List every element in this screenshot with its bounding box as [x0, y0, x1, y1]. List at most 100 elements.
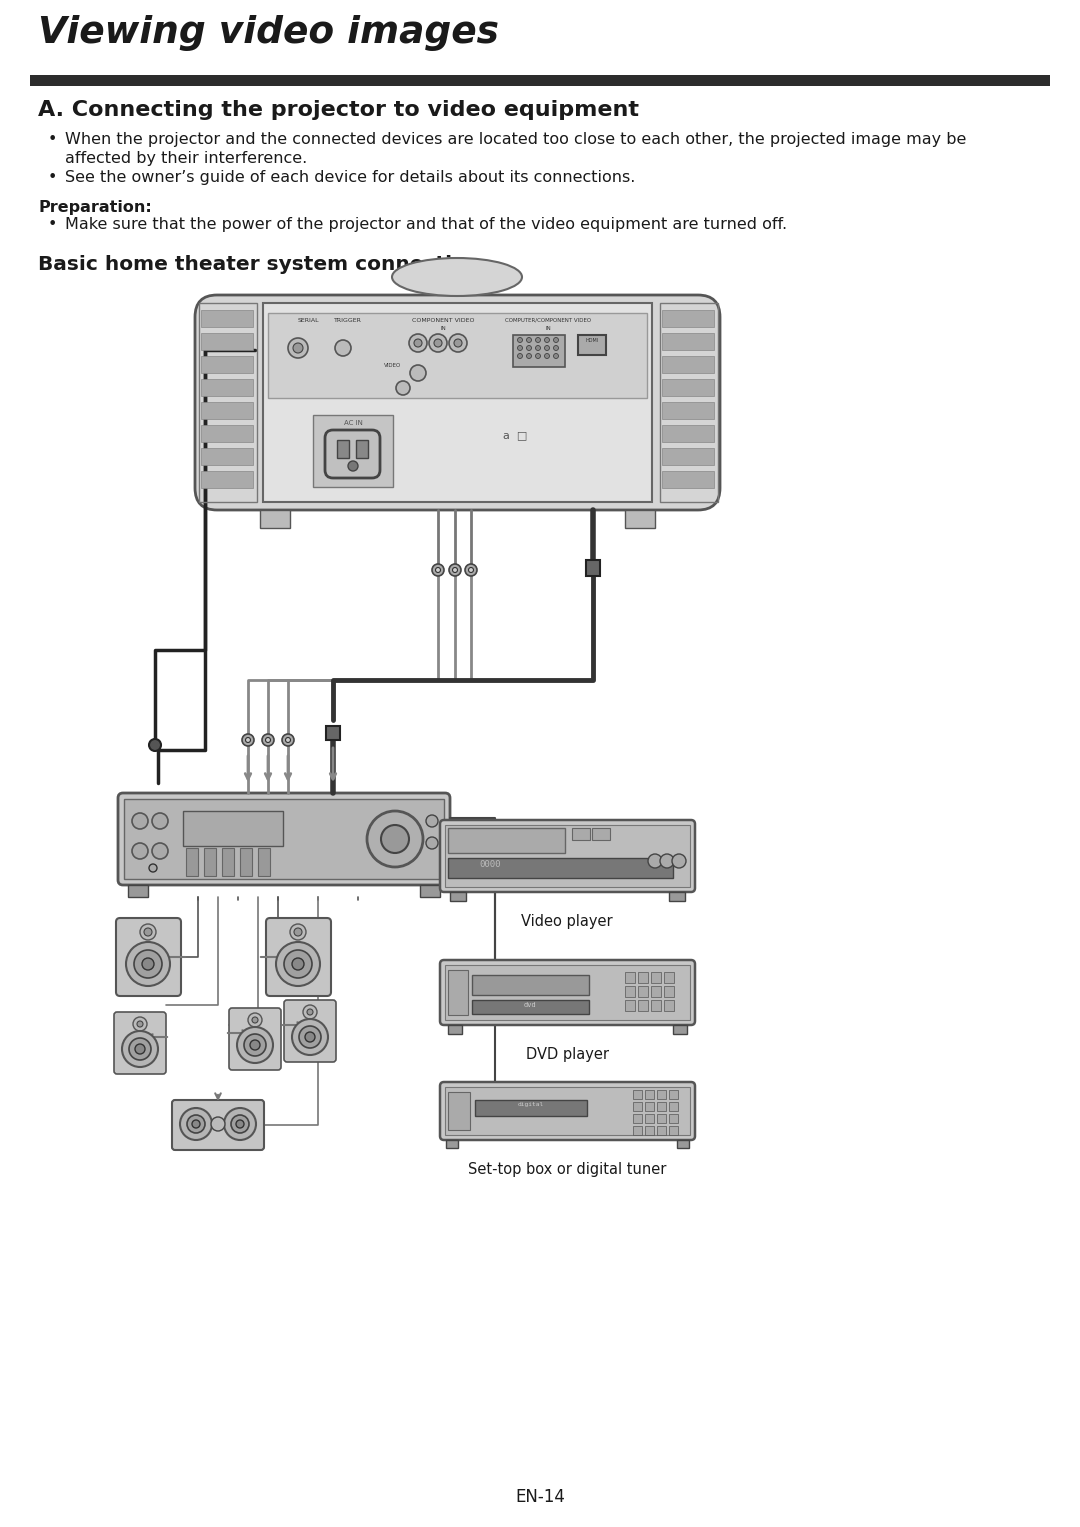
Text: a  □: a □ [503, 431, 527, 440]
Bar [657, 1115, 666, 1122]
Circle shape [237, 1119, 244, 1128]
Circle shape [192, 1119, 200, 1128]
Circle shape [245, 738, 251, 742]
Text: •: • [48, 169, 57, 185]
Bar [258, 847, 270, 876]
Bar [660, 302, 718, 502]
Bar [645, 1090, 654, 1099]
Circle shape [187, 1115, 205, 1133]
Bar [651, 973, 661, 983]
Bar [222, 847, 234, 876]
Text: Basic home theater system connection: Basic home theater system connection [38, 255, 481, 273]
Circle shape [469, 568, 473, 573]
Circle shape [126, 942, 170, 986]
Bar [326, 725, 340, 741]
Circle shape [449, 563, 461, 576]
Circle shape [305, 1032, 315, 1041]
Circle shape [527, 353, 531, 359]
Circle shape [544, 353, 550, 359]
FancyBboxPatch shape [266, 918, 330, 996]
Bar [448, 1025, 462, 1034]
Text: Video player: Video player [522, 915, 612, 928]
Circle shape [266, 738, 270, 742]
Circle shape [517, 345, 523, 351]
Circle shape [554, 353, 558, 359]
Circle shape [527, 345, 531, 351]
FancyBboxPatch shape [195, 295, 720, 510]
Bar [186, 847, 198, 876]
Circle shape [409, 334, 427, 353]
Text: See the owner’s guide of each device for details about its connections.: See the owner’s guide of each device for… [65, 169, 635, 185]
Text: AC IN: AC IN [343, 420, 363, 426]
Circle shape [244, 1034, 266, 1057]
Bar [448, 1092, 470, 1130]
Circle shape [211, 1116, 225, 1132]
Circle shape [132, 812, 148, 829]
Circle shape [135, 1044, 145, 1054]
Circle shape [249, 1040, 260, 1051]
Bar [201, 356, 253, 373]
Text: When the projector and the connected devices are located too close to each other: When the projector and the connected dev… [65, 131, 967, 147]
Bar [669, 1102, 678, 1112]
Bar [572, 828, 590, 840]
FancyBboxPatch shape [114, 1012, 166, 1073]
Bar [356, 440, 368, 458]
Circle shape [262, 734, 274, 747]
Bar [475, 1099, 588, 1116]
Circle shape [335, 341, 351, 356]
Circle shape [396, 382, 410, 395]
Bar [651, 1000, 661, 1011]
Bar [657, 1102, 666, 1112]
Circle shape [348, 461, 357, 470]
Circle shape [282, 734, 294, 747]
Circle shape [237, 1028, 273, 1063]
Bar [662, 333, 714, 350]
Bar [446, 1141, 458, 1148]
Bar [662, 379, 714, 395]
Bar [201, 402, 253, 418]
Circle shape [293, 344, 303, 353]
Circle shape [144, 928, 152, 936]
Bar [662, 356, 714, 373]
Circle shape [307, 1009, 313, 1015]
Bar [662, 470, 714, 489]
Circle shape [149, 864, 157, 872]
Circle shape [141, 957, 154, 970]
Bar [664, 973, 674, 983]
FancyBboxPatch shape [325, 431, 380, 478]
FancyBboxPatch shape [440, 1083, 696, 1141]
Text: IN: IN [545, 325, 551, 331]
Circle shape [648, 854, 662, 867]
Text: VIDEO: VIDEO [384, 363, 402, 368]
Bar [313, 415, 393, 487]
Text: EN-14: EN-14 [515, 1487, 565, 1506]
Circle shape [426, 837, 438, 849]
Bar [260, 510, 291, 528]
Bar [662, 402, 714, 418]
Circle shape [248, 1012, 262, 1028]
Bar [633, 1090, 642, 1099]
Text: affected by their interference.: affected by their interference. [65, 151, 307, 166]
Bar [448, 970, 468, 1015]
Circle shape [536, 353, 540, 359]
Circle shape [288, 337, 308, 357]
Bar [669, 1125, 678, 1135]
Circle shape [149, 739, 161, 751]
Bar [662, 447, 714, 466]
Text: SERIAL: SERIAL [297, 318, 319, 324]
Circle shape [367, 811, 423, 867]
Bar [472, 1000, 589, 1014]
Bar [677, 1141, 689, 1148]
Bar [664, 986, 674, 997]
Circle shape [231, 1115, 249, 1133]
Circle shape [152, 812, 168, 829]
Bar [201, 470, 253, 489]
Text: COMPUTER/COMPONENT VIDEO: COMPUTER/COMPONENT VIDEO [505, 318, 591, 324]
Bar [124, 799, 444, 880]
Circle shape [536, 345, 540, 351]
Bar [645, 1125, 654, 1135]
Text: DVD player: DVD player [526, 1048, 608, 1061]
FancyBboxPatch shape [440, 960, 696, 1025]
Circle shape [434, 339, 442, 347]
Bar [638, 1000, 648, 1011]
